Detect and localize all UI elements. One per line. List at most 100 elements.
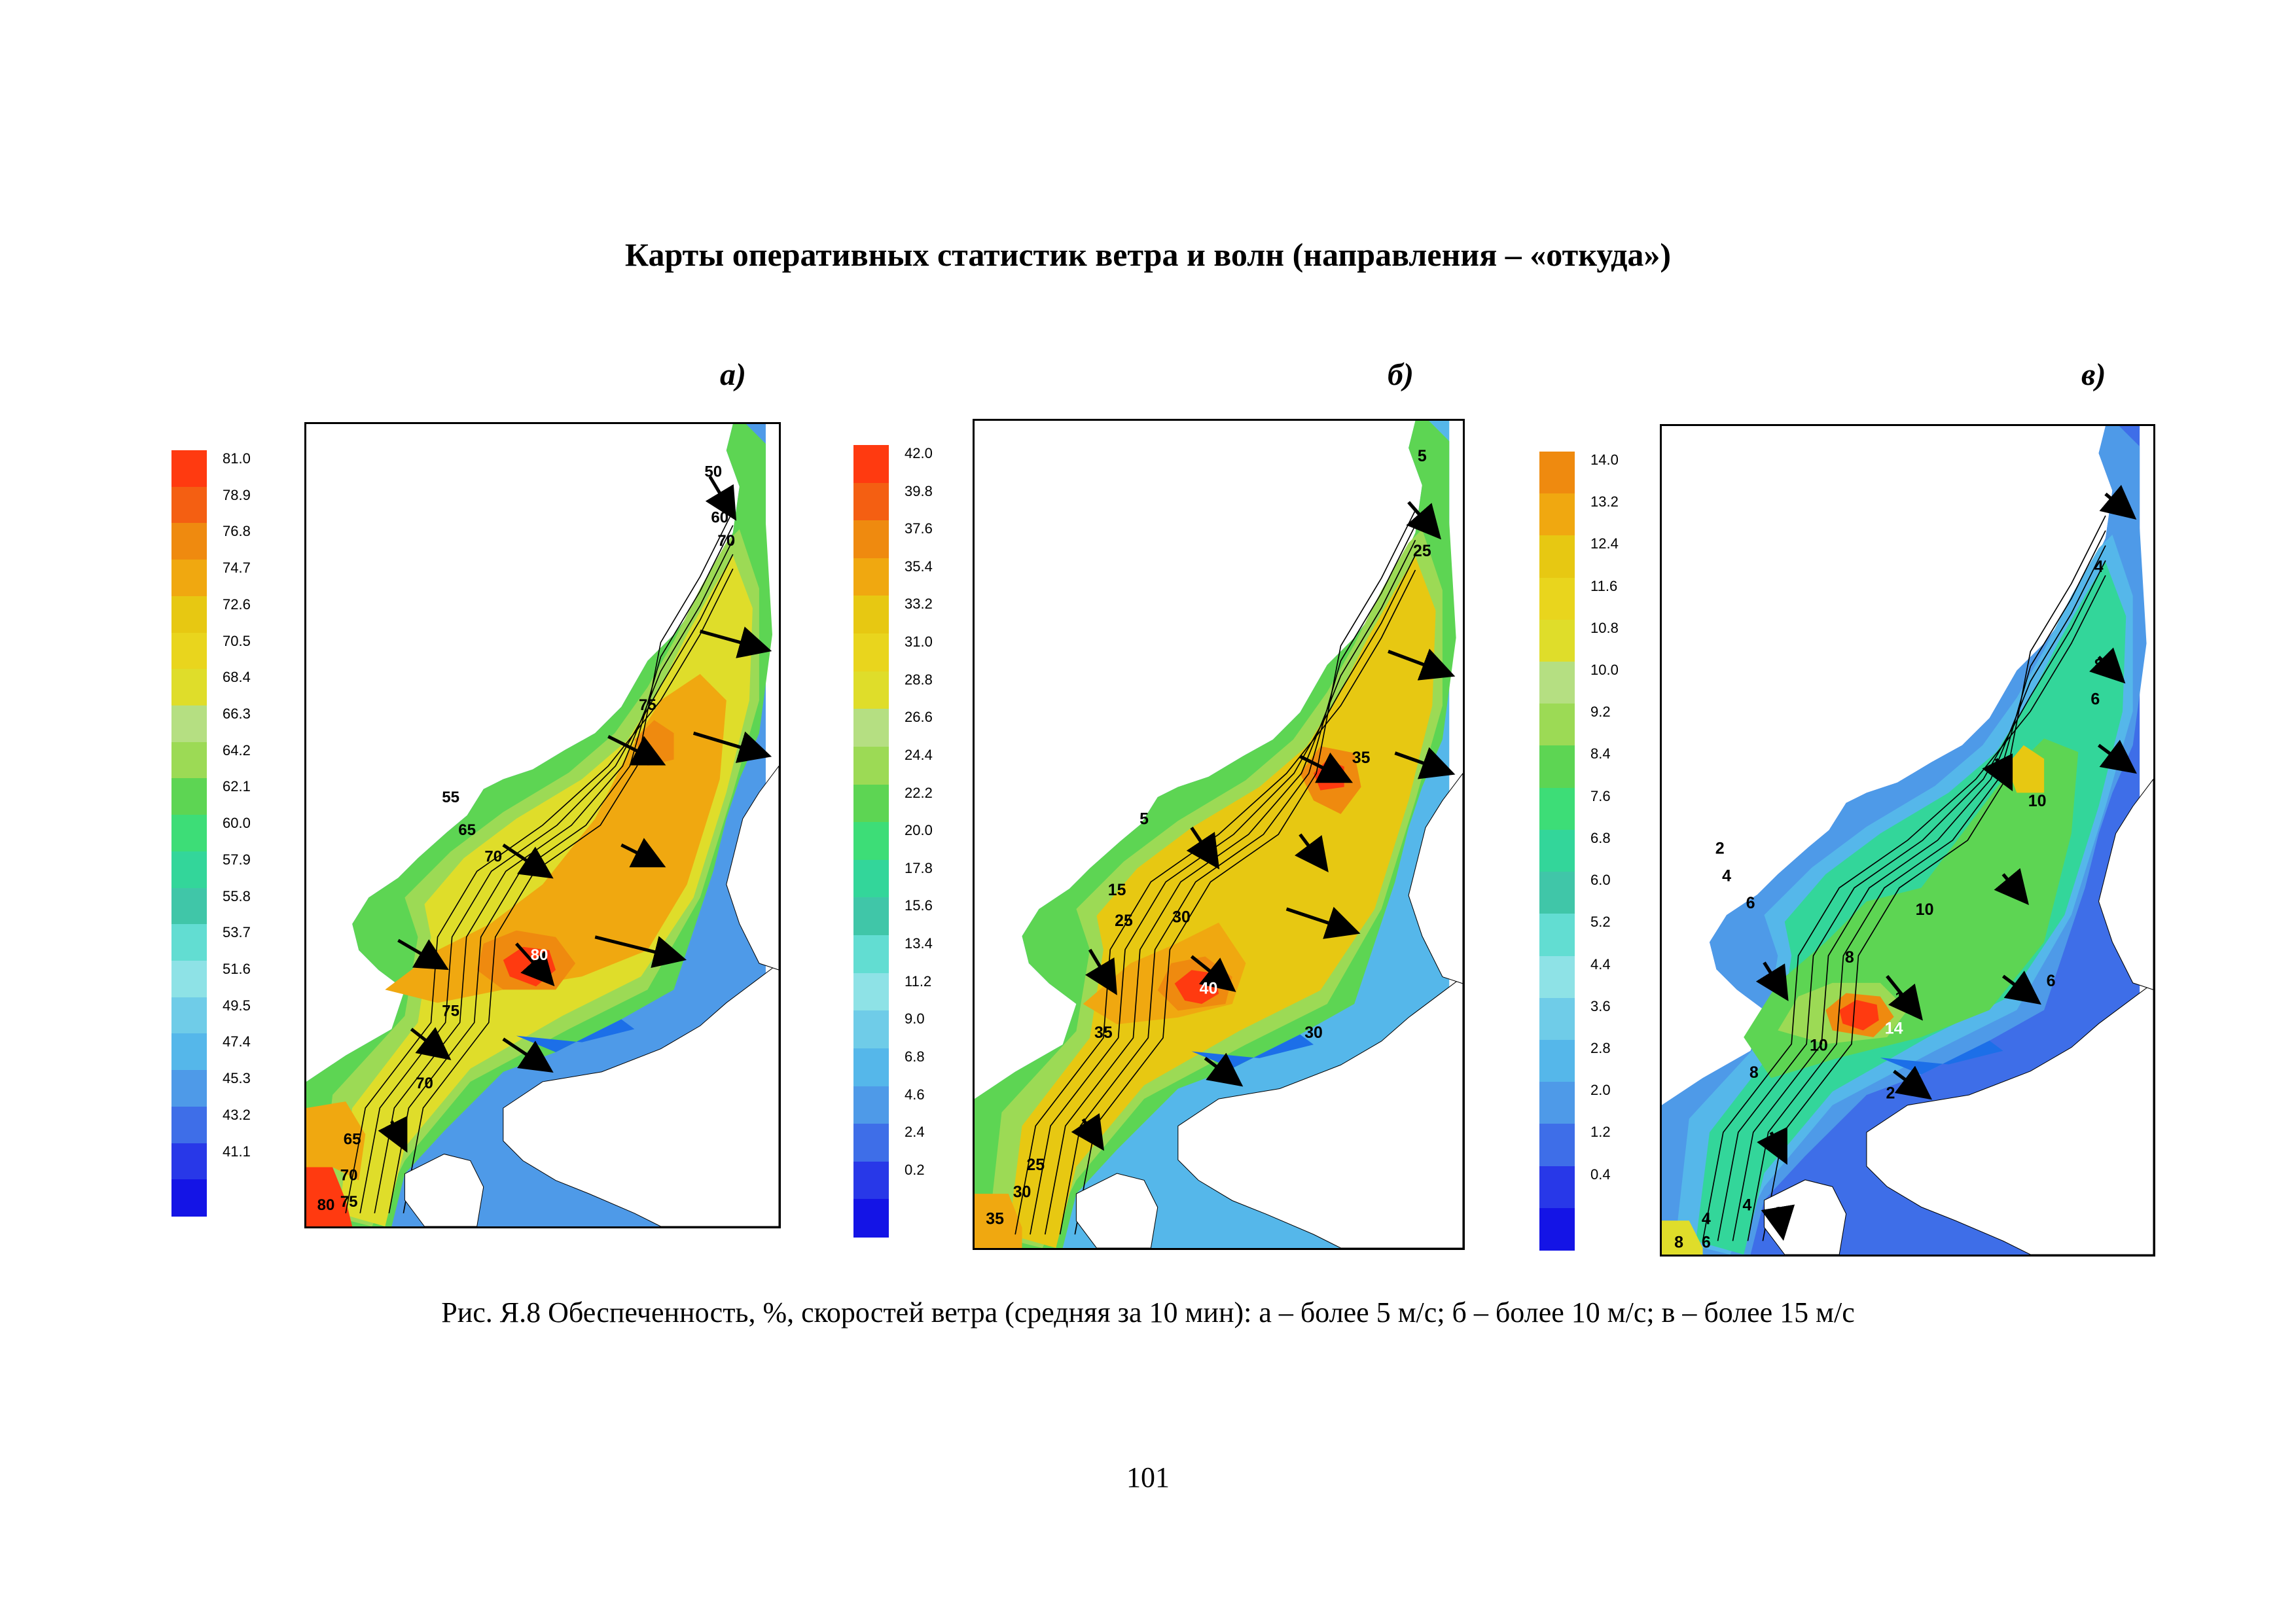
colorbar-tick-label: 11.2 — [905, 972, 932, 990]
wind-direction-arrow — [378, 1116, 408, 1153]
colorbar-swatch — [1539, 914, 1575, 957]
colorbar-swatch — [171, 741, 207, 779]
contour-label: 70 — [717, 532, 735, 550]
contour-label: 25 — [1115, 912, 1133, 930]
colorbar-tick-label: 60.0 — [223, 815, 251, 832]
colorbar-swatch — [171, 596, 207, 633]
colorbar-tick-label: 13.4 — [905, 935, 933, 952]
colorbar-swatch — [1539, 619, 1575, 663]
map-a: 50 60 70 75 55 65 70 80 75 70 65 70 75 80 — [304, 422, 781, 1228]
colorbar-tick-label: 13.2 — [1590, 493, 1619, 510]
contour-line — [1074, 510, 1416, 1235]
colorbar-swatch — [171, 486, 207, 524]
colorbar-tick-label: 49.5 — [223, 997, 251, 1014]
colorbar-b: 42.0 39.8 37.6 35.4 33.2 31.0 28.8 26.6 24.4 22.2… — [853, 445, 984, 1238]
panel-b-label: б) — [1388, 357, 1414, 392]
colorbar-swatch — [853, 709, 889, 747]
land-area — [1075, 1173, 1158, 1248]
colorbar-swatch — [171, 997, 207, 1035]
colorbar-swatch — [1539, 745, 1575, 789]
contour-label: 25 — [1413, 542, 1431, 560]
contour-line — [403, 510, 734, 1214]
colorbar-swatch — [853, 859, 889, 899]
contour-label: 4 — [2094, 558, 2104, 576]
wind-direction-arrow — [1186, 827, 1220, 870]
colorbar-swatch — [171, 778, 207, 816]
colorbar-tick-label: 28.8 — [905, 671, 933, 688]
colorbar-swatch — [1539, 662, 1575, 705]
wind-direction-arrow — [1085, 948, 1117, 995]
contour-label: 30 — [1013, 1183, 1031, 1201]
contour-label: 6 — [2047, 972, 2056, 990]
colorbar-a: 81.0 78.9 76.8 74.7 72.6 70.5 68.4 66.3 64.2 62.1… — [171, 450, 302, 1217]
colorbar-tick-label: 45.3 — [223, 1070, 251, 1087]
colorbar-swatch — [171, 851, 207, 889]
colorbar-swatch — [1539, 1124, 1575, 1167]
contour-label: 75 — [639, 696, 656, 714]
contour-label: 8 — [2094, 656, 2104, 675]
wind-direction-arrow — [594, 935, 687, 969]
contour-label: 65 — [344, 1130, 361, 1148]
colorbar-swatch — [1539, 955, 1575, 999]
contour-label: 30 — [1172, 908, 1191, 927]
wind-direction-arrow — [1388, 649, 1456, 681]
colorbar-swatch — [171, 1033, 207, 1071]
contour-label: 10 — [1916, 901, 1934, 919]
colorbar-swatch — [853, 972, 889, 1012]
colorbar-swatch — [853, 897, 889, 936]
wind-direction-arrow — [1299, 752, 1354, 783]
contour-label: 12 — [1895, 989, 1913, 1007]
wind-direction-arrow — [1285, 906, 1361, 939]
colorbar-tick-label: 66.3 — [223, 705, 251, 722]
wind-direction-arrow — [1893, 1065, 1933, 1100]
wind-direction-arrow — [2097, 740, 2137, 774]
wind-direction-arrow — [502, 1037, 554, 1073]
colorbar-tick-label: 42.0 — [905, 445, 933, 461]
colorbar-swatch — [171, 924, 207, 961]
colorbar-tick-label: 14.0 — [1590, 452, 1619, 468]
contour-label: 6 — [2090, 690, 2100, 709]
colorbar-swatch — [171, 1070, 207, 1107]
contour-label: 65 — [458, 821, 476, 839]
map-color-zone — [2006, 745, 2045, 793]
colorbar-swatch — [853, 784, 889, 823]
contour-line — [1717, 560, 2106, 1241]
colorbar-tick-label: 41.1 — [223, 1143, 251, 1160]
colorbar-swatch — [1539, 829, 1575, 873]
colorbar-swatch — [853, 1199, 889, 1238]
colorbar-tick-label: 4.6 — [905, 1086, 925, 1103]
colorbar-swatch — [853, 746, 889, 785]
colorbar-swatch — [1539, 787, 1575, 830]
colorbar-tick-label: 70.5 — [223, 632, 251, 649]
wind-direction-arrow — [1295, 833, 1329, 873]
colorbar-tick-label: 72.6 — [223, 596, 251, 613]
wind-direction-arrow — [2089, 647, 2126, 684]
colorbar-tick-label: 2.0 — [1590, 1082, 1611, 1099]
colorbar-swatch — [853, 822, 889, 861]
wind-direction-arrow — [1204, 1052, 1244, 1087]
colorbar-tick-label: 7.6 — [1590, 787, 1611, 804]
contour-label: 75 — [442, 1002, 459, 1020]
contour-label: 25 — [1026, 1156, 1045, 1174]
land-area — [2098, 778, 2153, 990]
colorbar-swatch — [1539, 872, 1575, 915]
land-area — [1866, 982, 2153, 1255]
colorbar-swatch — [853, 1010, 889, 1049]
contour-label: 35 — [1352, 749, 1371, 767]
panel-c-label: в) — [2081, 357, 2106, 392]
contour-line — [1747, 530, 2106, 1241]
colorbar-tick-label: 10.0 — [1590, 662, 1619, 679]
colorbar-tick-label: 35.4 — [905, 558, 933, 575]
colorbar-swatch — [853, 1086, 889, 1125]
map-color-zone — [306, 1101, 366, 1181]
colorbar-tick-label: 9.0 — [905, 1010, 925, 1027]
wind-direction-arrow — [1994, 868, 2029, 905]
colorbar-tick-label: 3.6 — [1590, 997, 1611, 1014]
map-color-zone — [1662, 1221, 1703, 1255]
panel-a-label: а) — [720, 357, 746, 392]
colorbar-tick-label: 8.4 — [1590, 745, 1611, 762]
wind-direction-arrow — [705, 476, 737, 521]
wind-direction-arrow — [692, 731, 772, 763]
contour-label: 70 — [416, 1075, 433, 1092]
